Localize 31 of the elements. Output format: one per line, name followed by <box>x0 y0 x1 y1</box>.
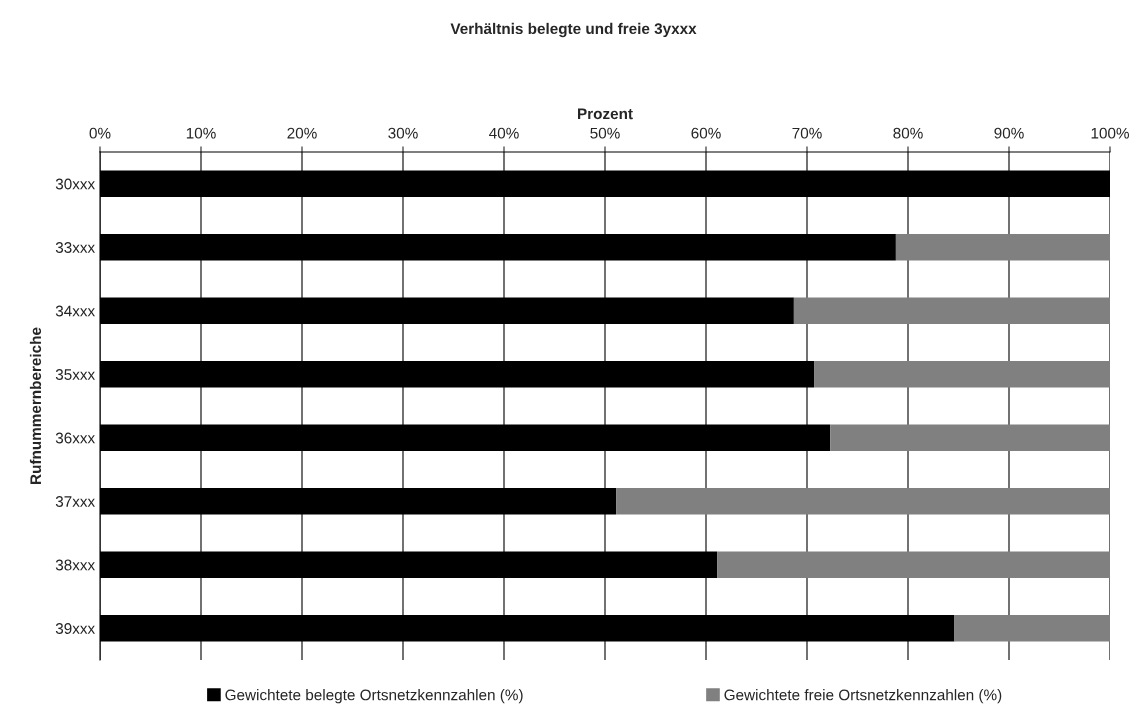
bar <box>954 614 1110 642</box>
y-axis-title: Rufnummernbereiche <box>29 327 42 484</box>
x-tick-label: 20% <box>287 127 317 139</box>
legend-label: Gewichtete belegte Ortsnetzkennzahlen (%) <box>225 689 523 704</box>
x-tick-label: 10% <box>186 127 216 139</box>
y-tick-label: 33xxx <box>55 242 95 253</box>
x-tick-label: 80% <box>893 127 923 139</box>
x-tick-label: 40% <box>489 127 519 139</box>
x-tick-label: 50% <box>590 127 620 139</box>
bar <box>616 487 1110 515</box>
legend-label: Gewichtete freie Ortsnetzkennzahlen (%) <box>724 689 1002 704</box>
y-tick-label: 38xxx <box>55 559 95 571</box>
bar <box>814 360 1110 388</box>
bar <box>830 424 1110 452</box>
x-tick-label: 100% <box>1091 127 1129 139</box>
y-tick-label: 34xxx <box>55 305 95 317</box>
x-tick-label: 70% <box>792 127 822 139</box>
y-tick-label: 30xxx <box>55 178 95 190</box>
bar <box>717 551 1110 579</box>
bar <box>895 233 1110 261</box>
x-tick-label: 30% <box>388 127 418 139</box>
chart-title: Verhältnis belegte und freie 3yxxx <box>450 22 697 38</box>
x-tick-label: 90% <box>994 127 1024 139</box>
y-tick-label: 39xxx <box>55 623 95 634</box>
y-tick-label: 36xxx <box>55 432 95 444</box>
bar <box>793 297 1110 325</box>
y-tick-label: 37xxx <box>55 496 95 507</box>
x-tick-label: 0% <box>89 127 111 139</box>
x-tick-label: 60% <box>691 127 721 139</box>
x-axis-title: Prozent <box>578 108 633 120</box>
y-tick-label: 35xxx <box>55 369 95 380</box>
